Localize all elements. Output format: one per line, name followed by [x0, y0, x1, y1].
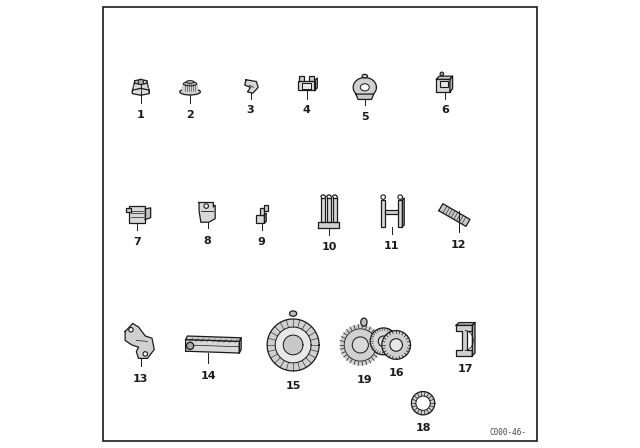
Bar: [321, 198, 325, 222]
Text: 18: 18: [415, 423, 431, 433]
Polygon shape: [472, 323, 475, 356]
Bar: [302, 83, 311, 89]
Circle shape: [143, 352, 148, 356]
Text: C000-46-: C000-46-: [489, 428, 526, 437]
Bar: [182, 84, 198, 92]
Polygon shape: [340, 324, 381, 366]
Ellipse shape: [289, 311, 297, 316]
Bar: [327, 198, 332, 222]
Bar: [129, 206, 145, 223]
Polygon shape: [353, 78, 376, 97]
Text: 11: 11: [384, 241, 399, 251]
Bar: [264, 205, 268, 211]
Circle shape: [129, 327, 133, 332]
Polygon shape: [436, 76, 452, 79]
Polygon shape: [244, 80, 258, 93]
Circle shape: [204, 204, 209, 208]
Polygon shape: [125, 323, 154, 358]
Text: 3: 3: [247, 105, 254, 115]
Circle shape: [186, 342, 194, 349]
Polygon shape: [382, 331, 410, 359]
Text: 5: 5: [361, 112, 369, 122]
Bar: [309, 76, 314, 81]
Circle shape: [440, 72, 444, 76]
Polygon shape: [370, 328, 397, 355]
Text: 16: 16: [388, 368, 404, 378]
Text: 10: 10: [321, 242, 337, 252]
Polygon shape: [284, 335, 303, 355]
Polygon shape: [132, 88, 149, 95]
Text: 19: 19: [357, 375, 372, 385]
Ellipse shape: [180, 89, 200, 95]
Bar: [381, 200, 385, 227]
Bar: [436, 79, 450, 92]
Circle shape: [390, 339, 403, 351]
Bar: [440, 81, 448, 87]
Circle shape: [416, 396, 430, 410]
Ellipse shape: [361, 318, 367, 326]
Circle shape: [378, 336, 389, 347]
Polygon shape: [450, 76, 452, 92]
Bar: [257, 215, 264, 223]
Polygon shape: [186, 336, 241, 341]
Polygon shape: [315, 78, 317, 90]
Bar: [298, 81, 315, 90]
Polygon shape: [356, 94, 374, 99]
Text: 8: 8: [204, 236, 211, 246]
Text: 7: 7: [133, 237, 141, 247]
Polygon shape: [134, 79, 147, 85]
Polygon shape: [199, 202, 215, 222]
Bar: [398, 200, 403, 227]
Text: 9: 9: [258, 237, 266, 247]
Polygon shape: [145, 208, 150, 220]
Polygon shape: [129, 206, 145, 223]
Polygon shape: [267, 319, 319, 371]
Ellipse shape: [182, 82, 198, 86]
Bar: [127, 208, 131, 212]
Text: 12: 12: [451, 240, 467, 250]
Ellipse shape: [184, 82, 197, 86]
Ellipse shape: [360, 84, 369, 91]
Polygon shape: [264, 213, 266, 223]
Polygon shape: [275, 327, 311, 363]
Bar: [333, 198, 337, 222]
Text: 13: 13: [133, 374, 148, 383]
Circle shape: [138, 79, 143, 85]
Bar: [385, 210, 398, 214]
Ellipse shape: [186, 81, 194, 83]
Bar: [134, 82, 147, 92]
Text: 4: 4: [303, 105, 310, 115]
Text: 14: 14: [200, 371, 216, 381]
Bar: [300, 76, 304, 81]
Polygon shape: [456, 323, 475, 325]
Circle shape: [398, 195, 403, 199]
Circle shape: [381, 195, 385, 199]
Polygon shape: [239, 338, 241, 353]
Text: 1: 1: [137, 110, 145, 120]
Polygon shape: [403, 198, 404, 227]
Polygon shape: [456, 325, 472, 356]
Polygon shape: [298, 81, 315, 90]
Bar: [260, 208, 264, 215]
Text: 2: 2: [186, 110, 194, 120]
Polygon shape: [186, 340, 239, 353]
Ellipse shape: [362, 74, 367, 78]
Circle shape: [352, 337, 369, 353]
Text: 17: 17: [458, 364, 474, 374]
Text: 6: 6: [442, 105, 449, 115]
Polygon shape: [412, 392, 435, 415]
Text: 15: 15: [285, 381, 301, 391]
Polygon shape: [439, 204, 470, 226]
Polygon shape: [317, 222, 339, 228]
